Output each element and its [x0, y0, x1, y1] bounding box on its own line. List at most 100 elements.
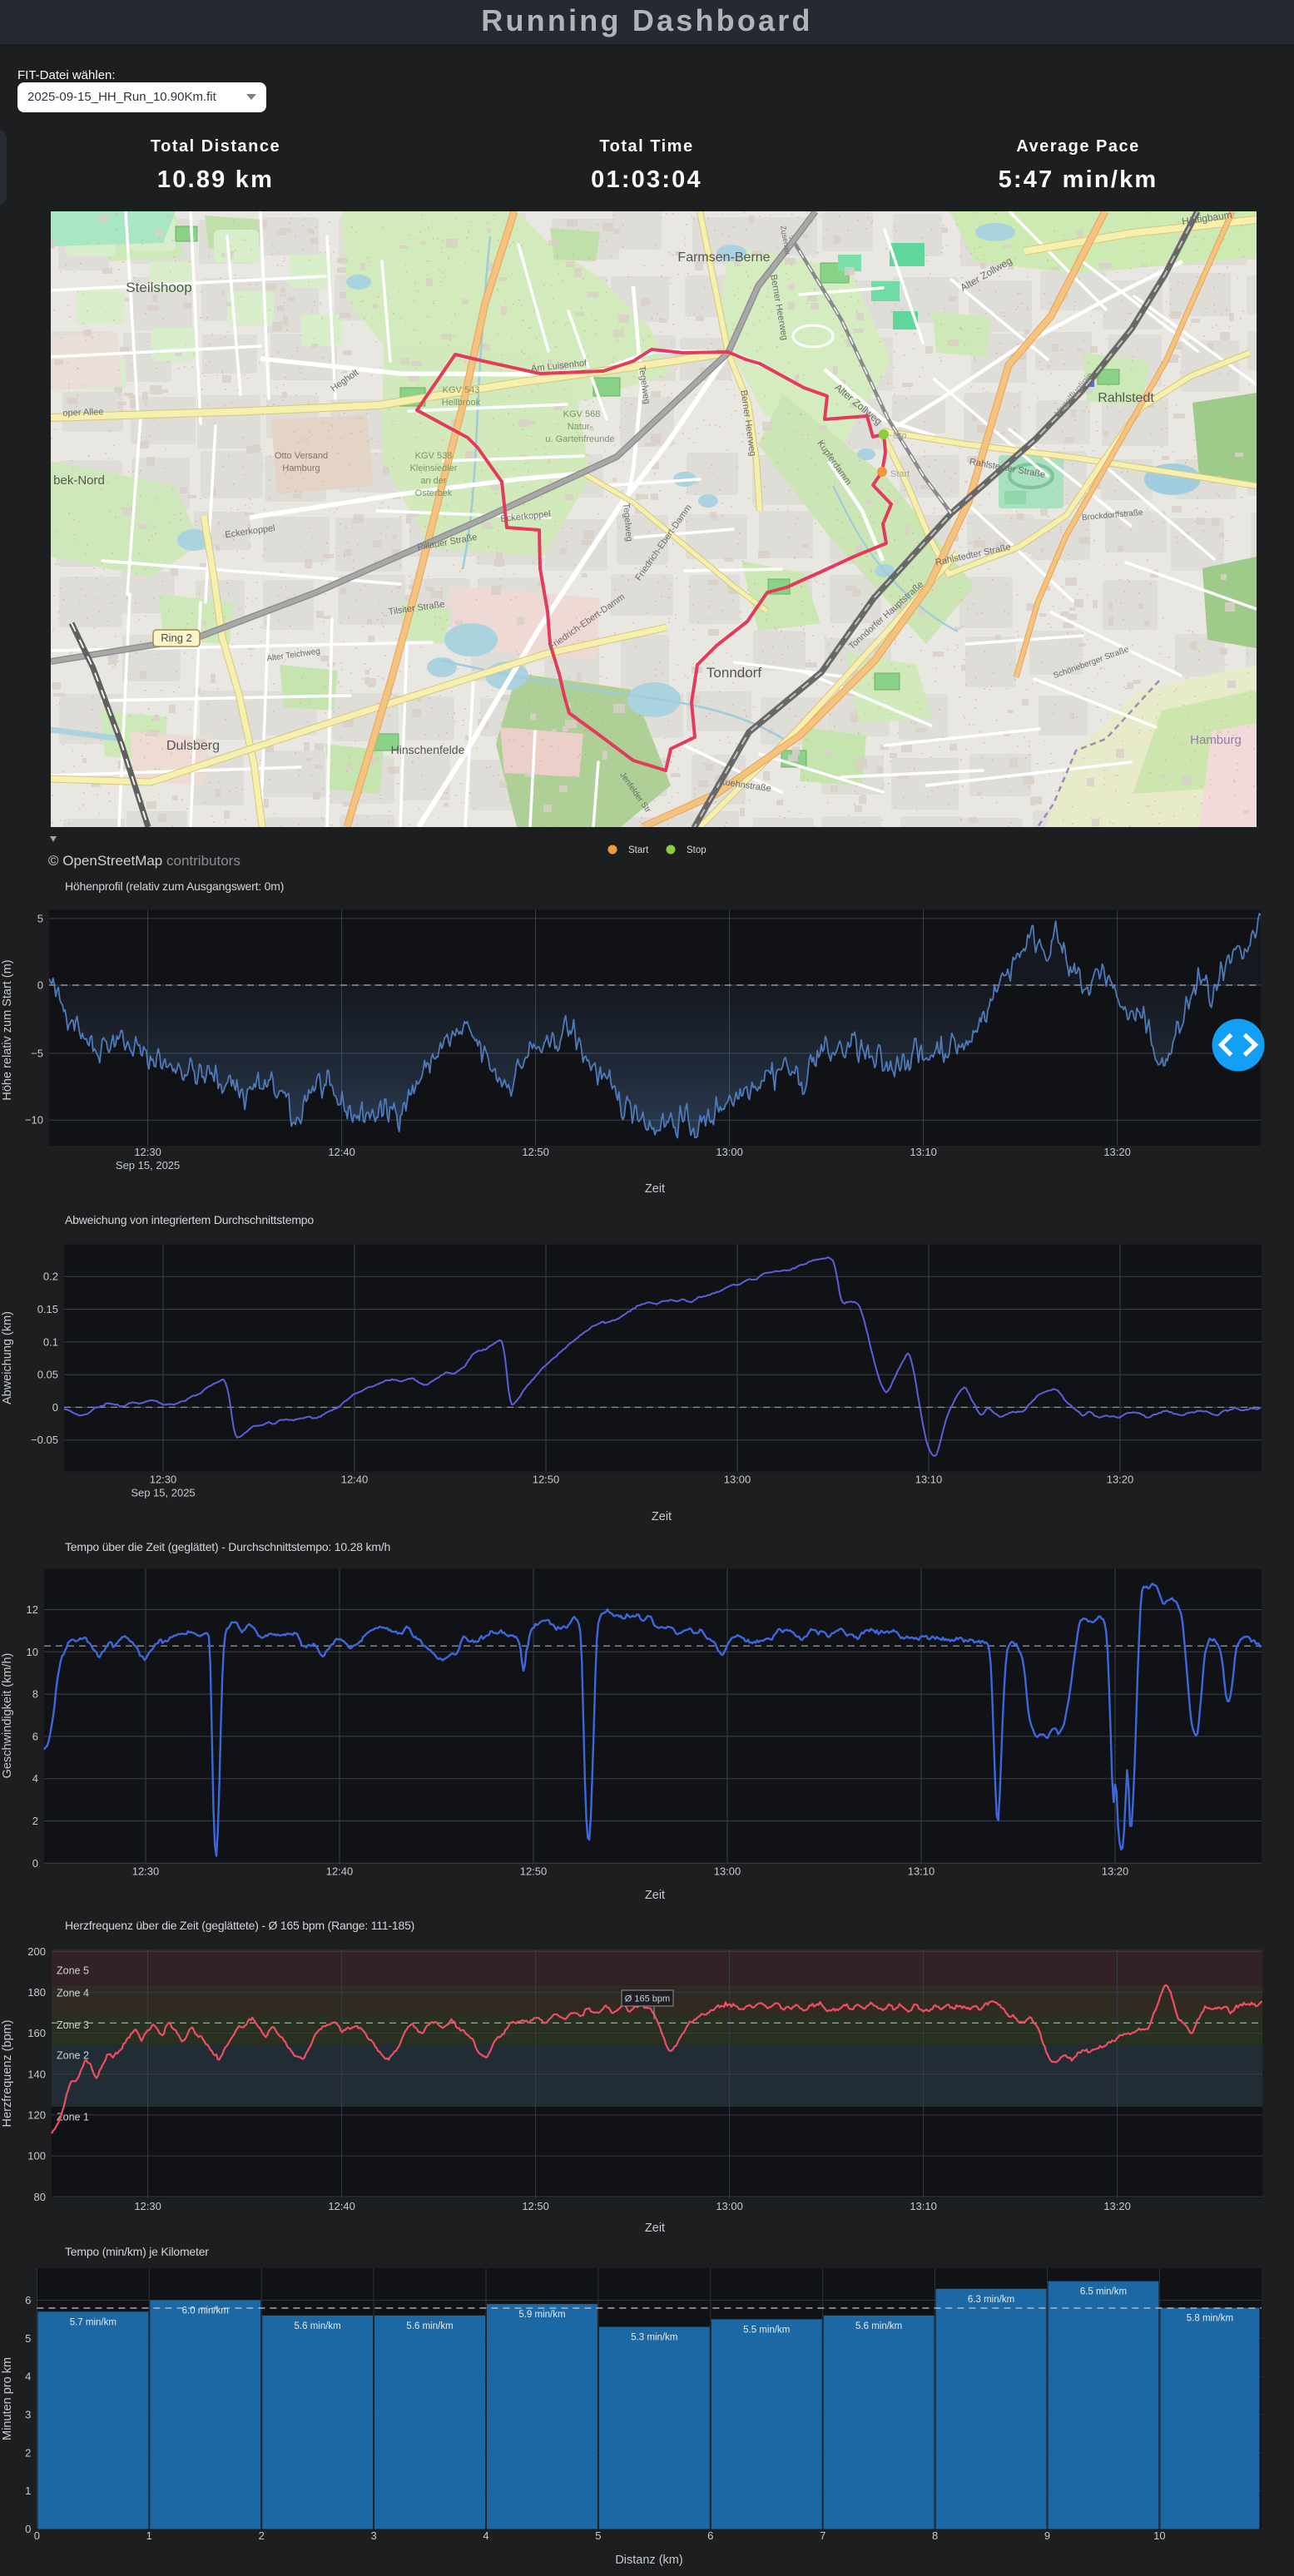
svg-text:KGV 538: KGV 538	[415, 451, 453, 461]
svg-text:5.8 min/km: 5.8 min/km	[1187, 2314, 1233, 2324]
svg-text:oper Allee: oper Allee	[62, 407, 103, 419]
svg-text:Sep 15, 2025: Sep 15, 2025	[131, 1487, 195, 1499]
svg-text:4: 4	[483, 2529, 488, 2542]
svg-text:an der: an der	[420, 476, 447, 486]
svg-text:13:20: 13:20	[1103, 2200, 1131, 2212]
svg-text:Herzfrequenz (bpm): Herzfrequenz (bpm)	[1, 2020, 14, 2128]
svg-text:0: 0	[37, 979, 43, 992]
svg-text:13:00: 13:00	[724, 1474, 751, 1486]
svg-text:Distanz (km): Distanz (km)	[615, 2554, 682, 2567]
svg-text:10: 10	[27, 1646, 38, 1658]
svg-text:80: 80	[34, 2191, 46, 2203]
svg-text:Tempo über die Zeit (geglättet: Tempo über die Zeit (geglättet) - Durchs…	[65, 1540, 390, 1553]
svg-text:200: 200	[27, 1945, 46, 1958]
svg-text:100: 100	[27, 2150, 46, 2162]
svg-text:180: 180	[27, 1986, 46, 1999]
svg-text:Zone 1: Zone 1	[57, 2111, 89, 2123]
svg-text:Zone 3: Zone 3	[57, 2019, 89, 2031]
svg-text:Dulsberg: Dulsberg	[166, 739, 220, 753]
svg-text:Sep 15, 2025: Sep 15, 2025	[116, 1159, 180, 1172]
svg-text:10: 10	[1153, 2529, 1165, 2542]
svg-text:12:30: 12:30	[132, 1865, 160, 1877]
svg-text:5.3 min/km: 5.3 min/km	[631, 2333, 677, 2343]
svg-text:Abweichung von integriertem Du: Abweichung von integriertem Durchschnitt…	[65, 1213, 314, 1226]
svg-text:13:00: 13:00	[716, 2200, 743, 2212]
svg-text:Osterbek: Osterbek	[415, 488, 453, 498]
svg-text:Höhenprofil (relativ zum Ausga: Höhenprofil (relativ zum Ausgangswert: 0…	[65, 879, 284, 893]
svg-text:Minuten pro km: Minuten pro km	[1, 2357, 14, 2440]
svg-text:−5: −5	[31, 1047, 43, 1059]
svg-text:−10: −10	[25, 1114, 43, 1127]
svg-text:13:10: 13:10	[908, 1865, 935, 1877]
svg-text:2: 2	[259, 2529, 265, 2542]
svg-text:6: 6	[25, 2294, 31, 2306]
svg-text:Zone 5: Zone 5	[57, 1965, 89, 1977]
svg-text:0.05: 0.05	[37, 1369, 58, 1381]
svg-text:Hellbrook: Hellbrook	[442, 398, 481, 408]
svg-text:8: 8	[32, 1688, 38, 1701]
svg-text:12:50: 12:50	[522, 2200, 549, 2212]
svg-text:Start: Start	[628, 845, 649, 855]
svg-text:12:50: 12:50	[533, 1474, 560, 1486]
svg-text:5: 5	[595, 2529, 601, 2542]
svg-text:0.1: 0.1	[43, 1335, 58, 1348]
svg-text:6.5 min/km: 6.5 min/km	[1080, 2287, 1127, 2297]
svg-text:5.5 min/km: 5.5 min/km	[743, 2325, 790, 2335]
svg-text:13:10: 13:10	[910, 2200, 937, 2212]
svg-text:12:50: 12:50	[522, 1146, 549, 1158]
svg-text:6.0 min/km: 6.0 min/km	[182, 2306, 229, 2316]
svg-text:5.6 min/km: 5.6 min/km	[295, 2321, 341, 2331]
svg-text:Tegelweg: Tegelweg	[621, 503, 634, 542]
svg-text:Hamburg: Hamburg	[282, 463, 320, 473]
svg-text:Zeit: Zeit	[645, 1182, 665, 1196]
svg-text:Geschwindigkeit (km/h): Geschwindigkeit (km/h)	[1, 1653, 14, 1779]
svg-text:3: 3	[370, 2529, 376, 2542]
svg-text:Hamburg: Hamburg	[1190, 733, 1242, 747]
svg-text:13:20: 13:20	[1102, 1865, 1129, 1877]
svg-text:6.3 min/km: 6.3 min/km	[968, 2295, 1014, 2305]
svg-text:8: 8	[932, 2529, 938, 2542]
svg-text:5.9 min/km: 5.9 min/km	[518, 2310, 565, 2320]
svg-text:6: 6	[32, 1730, 38, 1742]
svg-text:KGV 543: KGV 543	[443, 385, 480, 395]
svg-text:0: 0	[52, 1401, 58, 1414]
svg-text:0: 0	[34, 2529, 40, 2542]
svg-text:12:40: 12:40	[341, 1474, 369, 1486]
svg-text:0: 0	[25, 2523, 31, 2535]
svg-text:5.6 min/km: 5.6 min/km	[406, 2321, 453, 2331]
svg-text:13:00: 13:00	[716, 1146, 743, 1158]
svg-text:9: 9	[1044, 2529, 1050, 2542]
svg-text:13:00: 13:00	[714, 1865, 741, 1877]
svg-text:5.7 min/km: 5.7 min/km	[70, 2317, 117, 2327]
svg-text:1: 1	[25, 2484, 31, 2497]
svg-text:KGV 568: KGV 568	[563, 409, 601, 419]
svg-text:7: 7	[820, 2529, 825, 2542]
svg-text:13:20: 13:20	[1107, 1474, 1134, 1486]
svg-text:Kleinsiedler: Kleinsiedler	[410, 463, 458, 473]
svg-text:−0.05: −0.05	[31, 1434, 58, 1446]
svg-text:2: 2	[25, 2446, 31, 2459]
svg-text:Tempo (min/km) je Kilometer: Tempo (min/km) je Kilometer	[65, 2245, 209, 2258]
svg-text:Start: Start	[890, 469, 910, 479]
svg-text:4: 4	[32, 1772, 38, 1785]
svg-text:1: 1	[146, 2529, 152, 2542]
svg-text:bek-Nord: bek-Nord	[53, 473, 105, 488]
svg-text:4: 4	[25, 2370, 31, 2383]
svg-text:12:30: 12:30	[150, 1474, 177, 1486]
svg-text:Ring 2: Ring 2	[161, 632, 192, 644]
svg-text:Herzfrequenz über die Zeit (ge: Herzfrequenz über die Zeit (geglättete) …	[65, 1919, 414, 1932]
svg-text:120: 120	[27, 2108, 46, 2121]
svg-text:Höhe relativ zum Start (m): Höhe relativ zum Start (m)	[1, 959, 14, 1100]
svg-text:6: 6	[707, 2529, 713, 2542]
svg-text:12:30: 12:30	[134, 2200, 161, 2212]
svg-text:12:40: 12:40	[328, 2200, 355, 2212]
svg-text:0.2: 0.2	[43, 1271, 58, 1283]
svg-text:Zone 4: Zone 4	[57, 1988, 89, 1999]
svg-text:Steilshoop: Steilshoop	[126, 280, 191, 295]
svg-text:Zeit: Zeit	[645, 2222, 665, 2235]
svg-text:0: 0	[32, 1857, 38, 1870]
svg-text:Ø 165 bpm: Ø 165 bpm	[625, 1994, 670, 2004]
svg-text:5.6 min/km: 5.6 min/km	[855, 2321, 902, 2331]
svg-text:12: 12	[27, 1603, 38, 1616]
svg-text:Farmsen-Berne: Farmsen-Berne	[677, 250, 770, 265]
